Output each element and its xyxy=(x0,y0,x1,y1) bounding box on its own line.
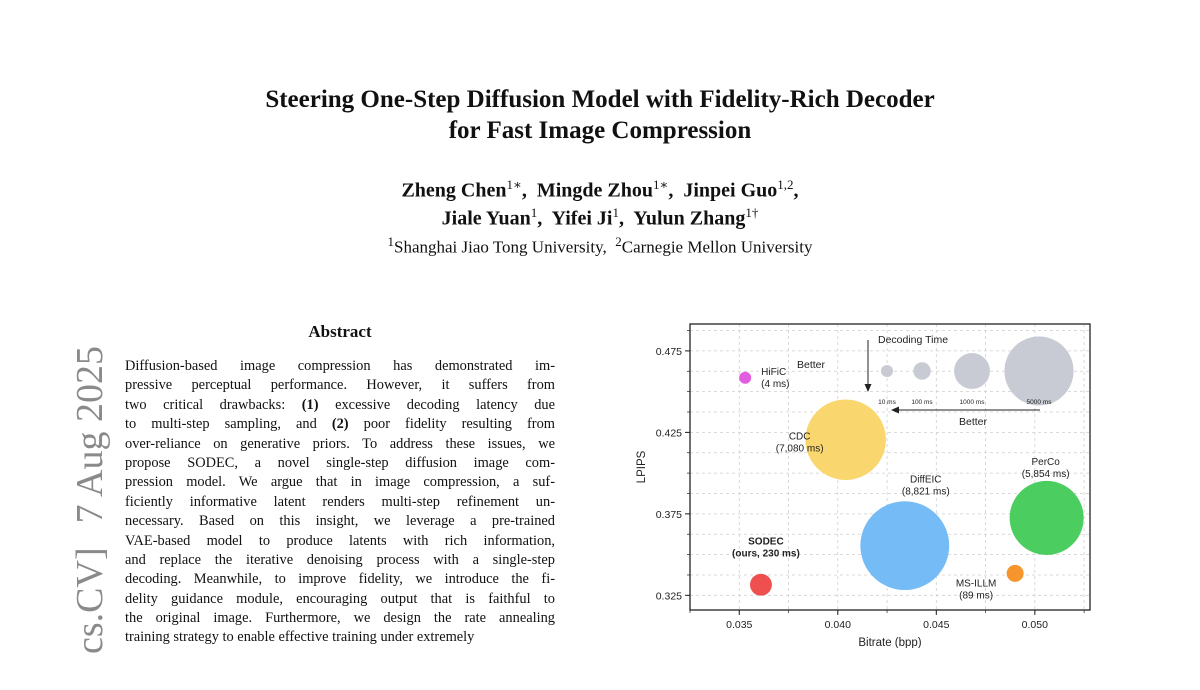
author-name: Mingde Zhou xyxy=(536,179,653,202)
x-tick-label: 0.035 xyxy=(726,619,752,631)
author-name: Jinpei Guo xyxy=(683,179,778,202)
abstract-line: delity guidance module, encouraging outp… xyxy=(125,590,555,607)
author-affil-mark: 1∗ xyxy=(506,177,522,192)
author-affil-mark: 1† xyxy=(745,205,759,220)
y-tick-label: 0.475 xyxy=(656,346,682,358)
author-name: Yifei Ji xyxy=(551,207,613,230)
x-tick-label: 0.050 xyxy=(1022,619,1048,631)
abstract-heading: Abstract xyxy=(308,322,372,341)
author-name: Yulun Zhang xyxy=(633,207,746,230)
legend-better-horizontal: Better xyxy=(959,416,988,428)
abstract-body: Diffusion-based image compression has de… xyxy=(125,357,555,648)
point-time-label: (8,821 ms) xyxy=(902,487,950,498)
abstract-line: pressive perceptual performance. However… xyxy=(125,377,555,394)
legend-arrowhead-horizontal xyxy=(891,406,899,414)
legend-size-bubble xyxy=(913,362,931,380)
plot-frame xyxy=(689,323,1091,611)
bitrate-lpips-chart: 0.035 0.040 0.045 0.050 0.325 0.375 0.425 0.475… xyxy=(636,323,1091,648)
author-name: Jiale Yuan xyxy=(441,207,531,230)
affiliation-name: Carnegie Mellon University xyxy=(621,237,813,257)
bubble-perco xyxy=(1009,480,1084,555)
author-affil-mark: 1,2 xyxy=(777,177,794,192)
abstract-line: decoding. Meanwhile, to improve fidelity… xyxy=(125,571,555,588)
point-label: DiffEIC xyxy=(910,475,942,486)
abstract-line: two critical drawbacks: (1) excessive de… xyxy=(125,396,555,413)
legend-size-bubble xyxy=(954,353,990,389)
y-tick-label: 0.425 xyxy=(656,427,682,439)
title-line-1: Steering One-Step Diffusion Model with F… xyxy=(265,86,935,113)
affiliations: 1Shanghai Jiao Tong University, 2Carnegi… xyxy=(387,234,813,257)
abstract-line: necessary. Based on this insight, we lev… xyxy=(125,513,555,530)
abstract-line: training strategy to enable effective tr… xyxy=(125,629,475,646)
abstract-line: and replace the iterative denoising proc… xyxy=(125,551,555,568)
point-time-label: (89 ms) xyxy=(959,590,993,601)
x-tick-label: 0.045 xyxy=(923,619,949,631)
abstract-line: propose SODEC, a novel single-step diffu… xyxy=(125,454,555,471)
author-name: Zheng Chen xyxy=(401,179,507,202)
abstract-line: pression model. We argue that in image c… xyxy=(125,474,555,491)
arxiv-date: 7 Aug 2025 xyxy=(69,346,111,524)
bubble-hific xyxy=(739,371,752,384)
abstract-line: VAE-based model to produce latents with … xyxy=(125,532,555,549)
x-axis-label: Bitrate (bpp) xyxy=(858,637,921,648)
point-label: MS-ILLM xyxy=(956,578,997,589)
legend-size-label: 10 ms xyxy=(878,399,896,406)
abstract-line: over-reliance on generative priors. To a… xyxy=(125,435,555,452)
abstract-line: the original image. Furthermore, we desi… xyxy=(125,610,555,627)
abstract-line: to multi-step sampling, and (2) poor fid… xyxy=(125,416,555,433)
arxiv-category: cs.CV] xyxy=(69,547,111,654)
legend-size-bubble xyxy=(1004,336,1074,406)
point-label: CDC xyxy=(789,432,811,443)
legend-title: Decoding Time xyxy=(878,334,948,346)
abstract-line: Diffusion-based image compression has de… xyxy=(125,358,555,374)
legend-size-label: 1000 ms xyxy=(960,399,986,406)
bubble-cdc xyxy=(805,399,886,480)
author-affil-mark: 1∗ xyxy=(653,177,669,192)
point-time-label: (ours, 230 ms) xyxy=(732,549,800,560)
affil-mark: 1 xyxy=(387,234,395,249)
abstract-line: ficiently informative latent renders mul… xyxy=(125,493,555,510)
point-label: SODEC xyxy=(748,537,784,548)
point-time-label: (4 ms) xyxy=(761,379,789,390)
point-time-label: (7,080 ms) xyxy=(776,444,824,455)
legend-better-vertical: Better xyxy=(797,359,826,371)
point-time-label: (5,854 ms) xyxy=(1022,469,1070,480)
author-line-2: Jiale Yuan1, Yifei Ji1, Yulun Zhang1† xyxy=(441,205,759,230)
y-tick-label: 0.375 xyxy=(656,509,682,521)
title-line-2: for Fast Image Compression xyxy=(448,117,752,144)
point-label: HiFiC xyxy=(761,367,786,378)
legend-arrowhead-vertical xyxy=(864,384,872,392)
x-tick-label: 0.040 xyxy=(825,619,851,631)
bubble-diffeic xyxy=(860,501,950,591)
affiliation-name: Shanghai Jiao Tong University xyxy=(394,237,603,257)
y-axis-label: LPIPS xyxy=(636,450,648,483)
bubble-ms-illm xyxy=(1006,564,1024,582)
legend-size-label: 100 ms xyxy=(911,399,933,406)
legend-size-bubble xyxy=(881,365,893,377)
author-affil-mark: 1 xyxy=(530,205,538,220)
paper-title: Steering One-Step Diffusion Model with F… xyxy=(0,84,1200,146)
legend-size-label: 5000 ms xyxy=(1027,399,1053,406)
bubble-sodec xyxy=(749,573,772,596)
point-label: PerCo xyxy=(1031,457,1060,468)
arxiv-stamp: cs.CV] 7 Aug 2025 xyxy=(69,310,111,690)
author-affil-mark: 1 xyxy=(612,205,619,220)
y-tick-label: 0.325 xyxy=(656,590,682,602)
affil-mark: 2 xyxy=(615,234,622,249)
author-line-1: Zheng Chen1∗, Mingde Zhou1∗, Jinpei Guo1… xyxy=(401,177,799,202)
